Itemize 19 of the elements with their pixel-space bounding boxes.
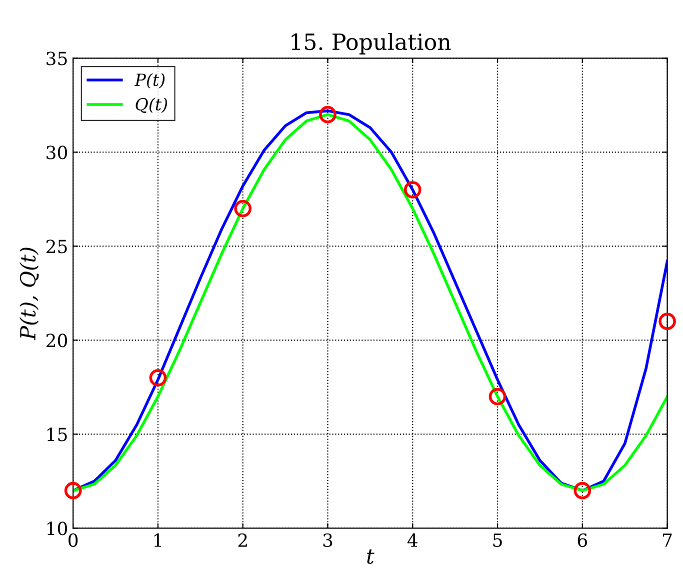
x-tick-label: 3 bbox=[323, 533, 332, 548]
x-tick-label: 4 bbox=[407, 533, 418, 547]
x-tick-label: 7 bbox=[663, 534, 672, 547]
y-tick-label: 35 bbox=[46, 52, 67, 66]
legend-label: Q(t) bbox=[136, 98, 168, 113]
legend-label: P(t) bbox=[134, 73, 165, 88]
x-axis-title: t bbox=[367, 549, 374, 564]
x-tick-label: 5 bbox=[493, 534, 502, 548]
x-tick-label: 2 bbox=[238, 533, 247, 547]
x-tick-label: 6 bbox=[578, 533, 588, 548]
y-tick-label: 10 bbox=[47, 522, 68, 536]
y-tick-label: 15 bbox=[47, 428, 67, 442]
chart-title: 15. Population bbox=[292, 32, 451, 54]
y-tick-label: 30 bbox=[46, 146, 68, 160]
y-tick-label: 25 bbox=[46, 240, 67, 254]
y-tick-label: 20 bbox=[46, 334, 68, 348]
x-tick-label: 0 bbox=[68, 533, 78, 548]
y-axis-title: P(t), Q(t) bbox=[20, 248, 39, 340]
x-tick-label: 1 bbox=[154, 533, 162, 547]
